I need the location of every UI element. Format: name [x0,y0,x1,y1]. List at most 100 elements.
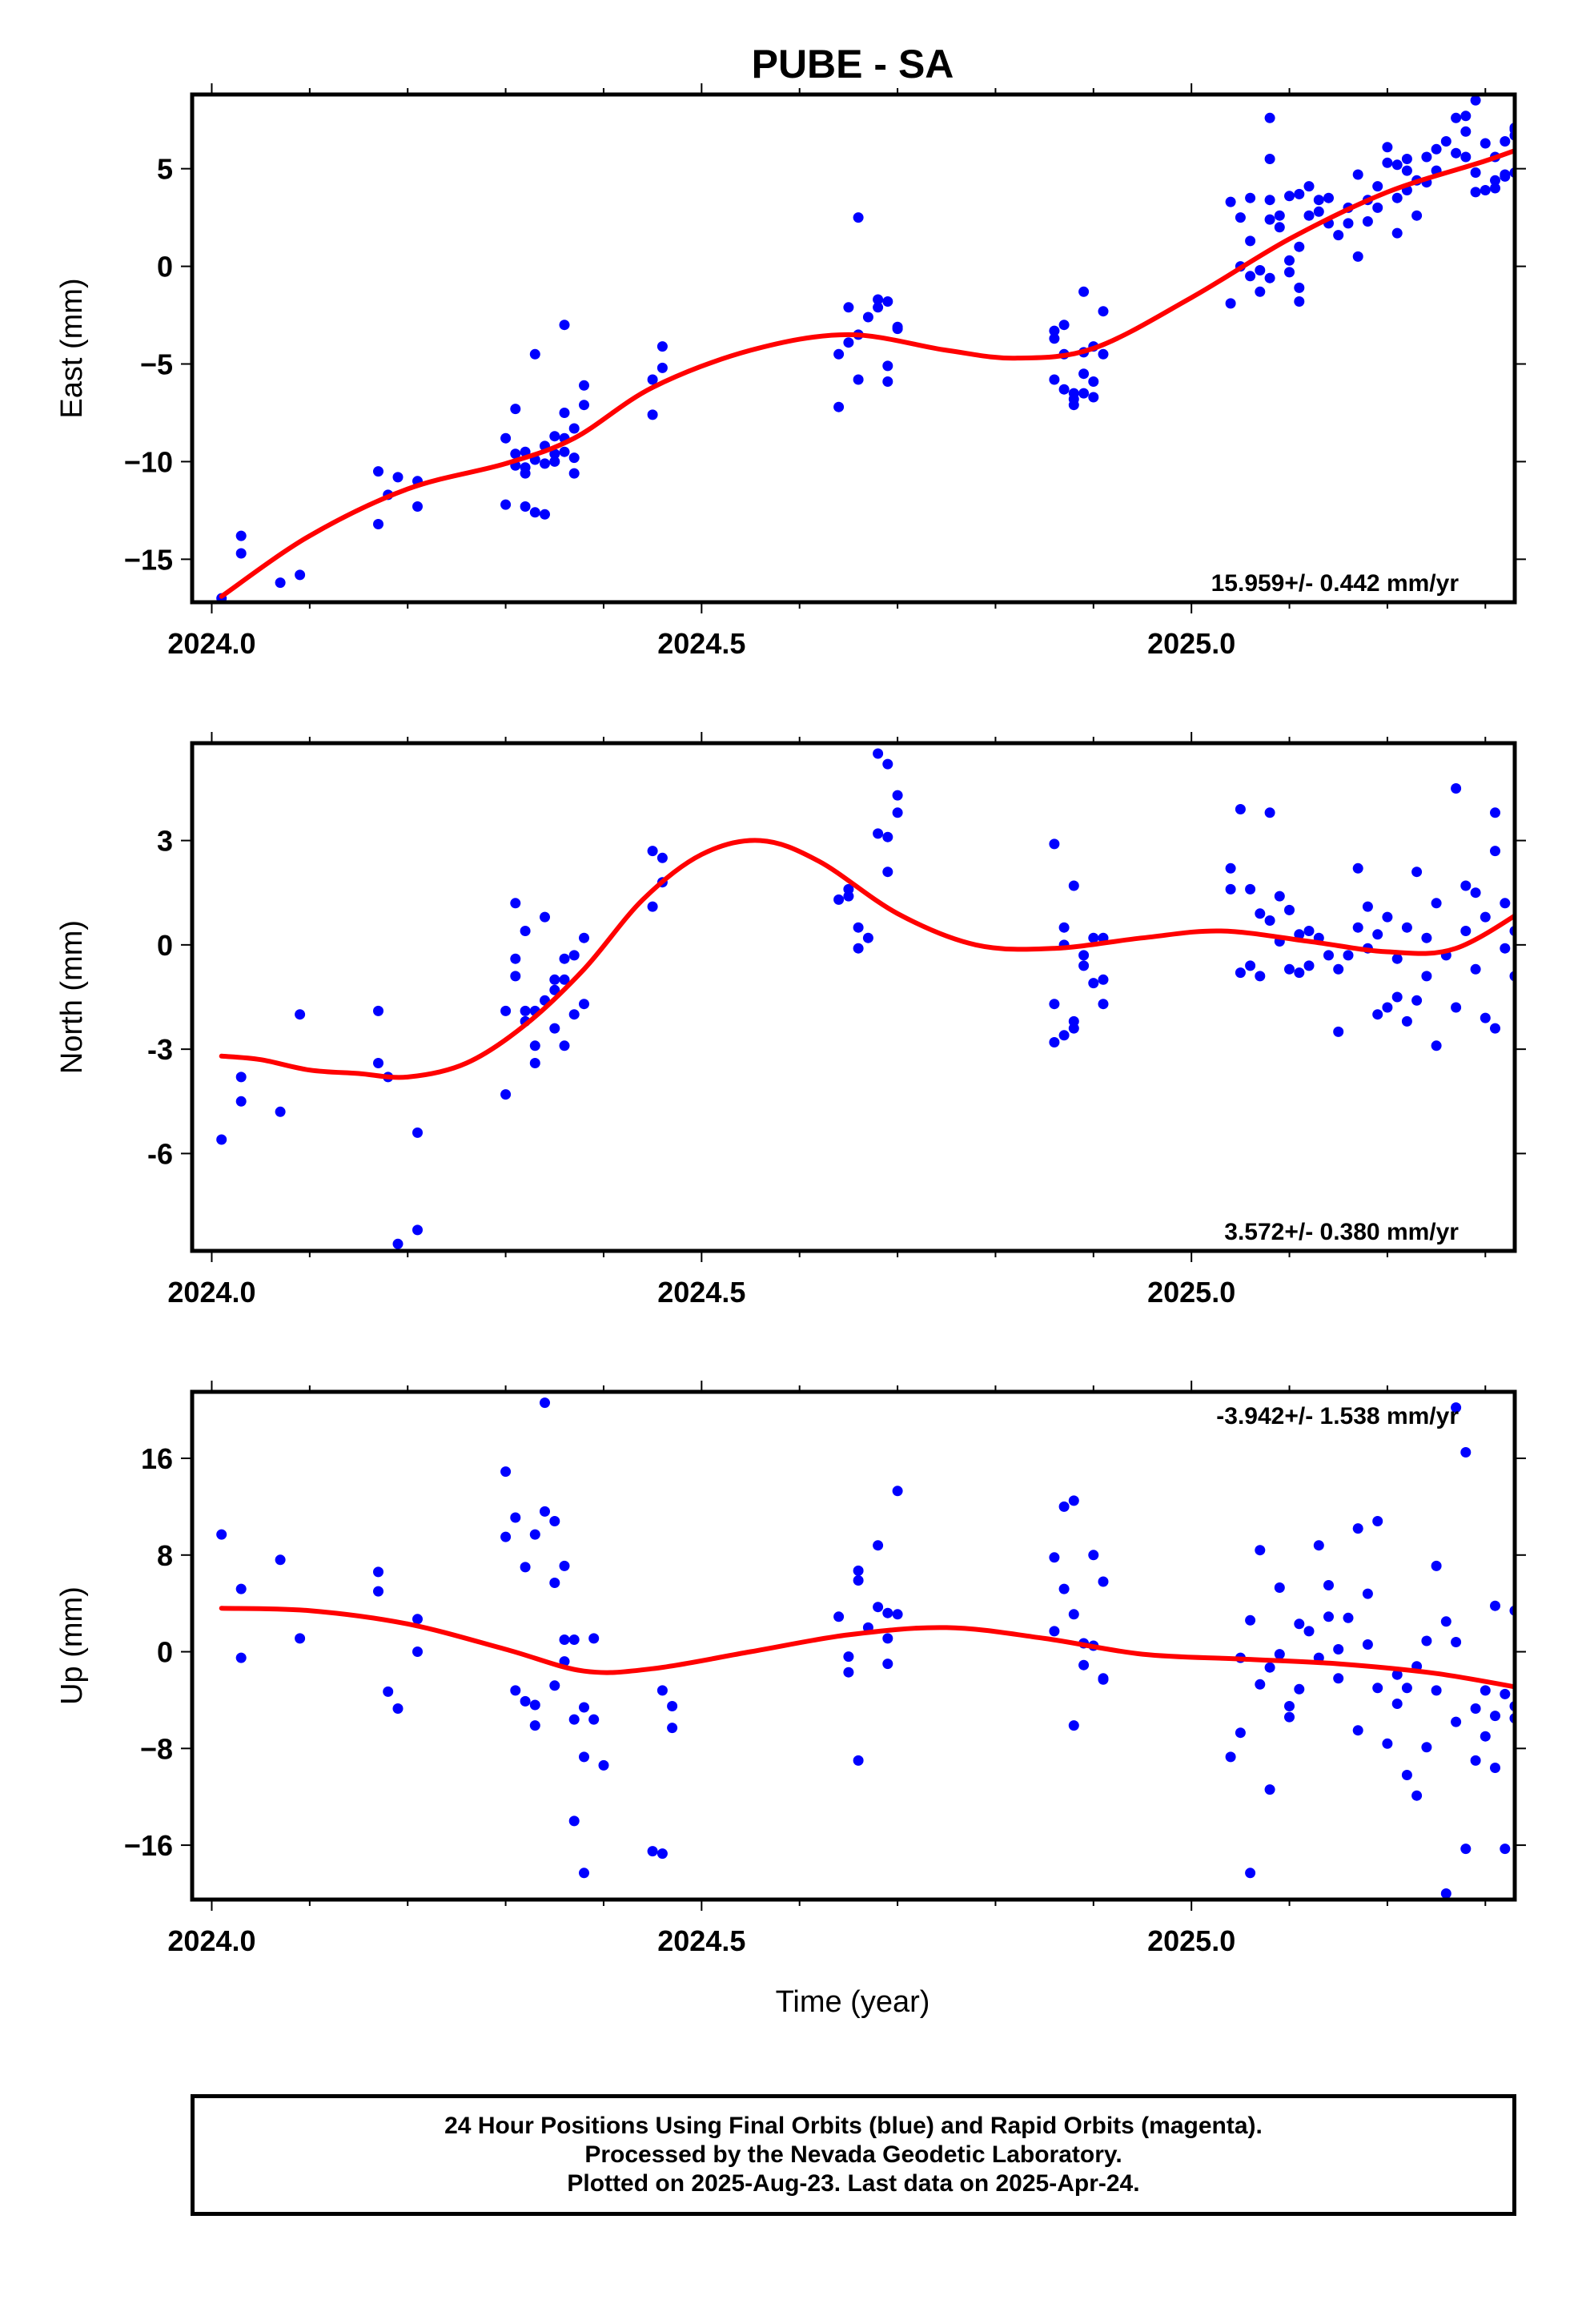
data-point [1421,971,1432,982]
data-point [373,1058,383,1068]
data-point [1058,1583,1070,1594]
data-point [598,1759,609,1771]
data-point [1088,392,1099,403]
data-point [862,932,873,943]
y-tick-label: 8 [157,1539,173,1572]
data-point [1264,1784,1275,1795]
data-point [1333,230,1344,241]
data-point [510,1512,521,1523]
data-point [1391,192,1403,203]
data-point [549,431,560,442]
data-point [275,1106,286,1117]
data-point [1284,191,1295,202]
data-point [1411,1790,1423,1801]
data-point [1460,1447,1472,1458]
data-point [1382,142,1393,153]
data-point [373,519,383,529]
data-point [882,376,893,387]
data-point [235,1583,247,1594]
data-point [1470,887,1481,899]
data-point [1058,1030,1070,1041]
data-point [647,846,658,857]
data-point [1294,282,1305,293]
data-point [1049,1037,1060,1047]
data-point [1098,1673,1109,1684]
data-point [1490,1763,1500,1773]
data-point [1411,866,1423,878]
data-point [1245,235,1256,247]
data-point [559,974,570,985]
data-point [373,1566,383,1578]
data-point [520,468,531,479]
data-point [833,348,845,360]
data-point [862,312,873,323]
data-point [1294,1618,1305,1630]
data-point [1068,1720,1079,1731]
data-point [1391,1699,1403,1709]
data-point [1235,967,1246,979]
data-point [392,1703,404,1714]
data-point [540,1506,550,1517]
data-point [579,400,589,411]
data-points-east [216,94,1530,602]
data-point [1088,932,1099,943]
data-point [510,448,521,460]
data-point [853,1755,864,1766]
data-point [1460,126,1472,137]
data-point [1391,227,1403,239]
data-point [568,1815,580,1827]
data-point [1431,1560,1442,1571]
panel-up: −16 −8 0 8 16 2024.0 2024.5 2025.0 Up (mm) -3.942… [55,1381,1526,1957]
data-point [559,1560,570,1571]
data-point [1098,974,1109,985]
data-point [1470,1703,1481,1714]
data-point [1480,138,1491,149]
data-point [1411,210,1423,221]
data-point [656,1848,668,1860]
data-point [1333,1644,1344,1655]
data-point [1058,922,1070,933]
data-point [275,1554,286,1566]
data-point [1421,932,1432,943]
data-point [1490,846,1500,857]
y-tick-label: 0 [157,1636,173,1669]
data-point [520,926,531,936]
data-point [1421,1742,1432,1753]
data-point [1255,971,1266,982]
data-point [1382,1002,1393,1013]
data-point [1068,1495,1079,1506]
data-point [500,1089,512,1100]
data-point [500,499,512,510]
plot-frame-east [190,92,1517,605]
data-point [1520,158,1530,168]
data-point [1500,898,1511,909]
data-point [1294,967,1305,979]
data-point [1264,915,1275,926]
data-point [647,1846,658,1857]
data-point [1225,196,1236,207]
data-point [559,320,570,331]
data-point [235,548,247,559]
data-point [1451,1637,1462,1647]
data-point [882,296,893,307]
data-point [1352,922,1363,933]
data-point [843,1667,854,1678]
x-tick-label: 2025.0 [1147,1276,1235,1309]
data-point [1078,960,1090,971]
data-point [1264,214,1275,225]
data-point [1049,1626,1060,1637]
data-point [1313,1540,1324,1551]
data-point [873,828,884,839]
y-tick-label: −10 [124,445,173,478]
fit-curve-north [219,838,1515,1080]
panel-north: -6 -3 0 3 2024.0 2024.5 2025.0 North (mm) 3.572+… [55,732,1530,1309]
data-point [1284,1701,1295,1711]
data-point [882,1633,893,1644]
data-point [882,866,893,878]
data-point [1470,187,1481,198]
data-point [892,790,903,801]
data-point [1520,866,1530,877]
data-point [1372,1516,1383,1526]
data-point [1391,991,1403,1003]
data-point [1431,1685,1442,1696]
